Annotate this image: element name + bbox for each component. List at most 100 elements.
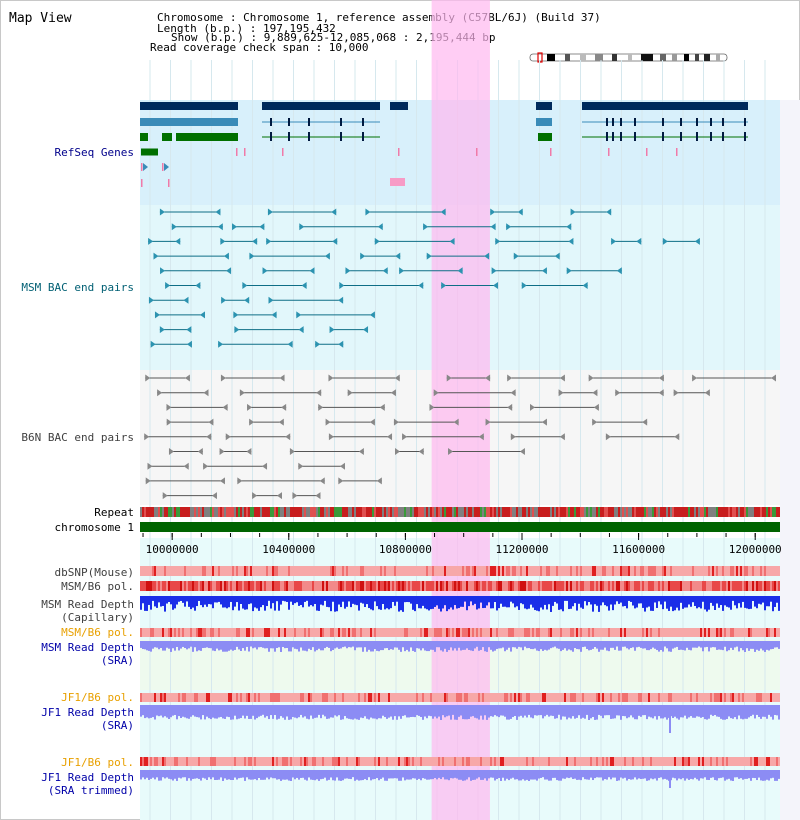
label-msm-b6-pol-sra[interactable]: MSM/B6 pol. <box>61 626 134 639</box>
pol-cell <box>370 757 372 766</box>
pol-cell <box>400 757 402 766</box>
depth-bar <box>694 596 696 606</box>
pol-cell <box>360 566 362 576</box>
label-msm-depth-sra[interactable]: MSM Read Depth <box>41 641 134 654</box>
depth-bar <box>248 705 250 719</box>
depth-bar <box>656 705 658 720</box>
pol-cell <box>550 757 552 766</box>
pol-cell <box>600 566 602 576</box>
polymorphism-heat-tracks[interactable] <box>140 566 780 766</box>
depth-bar <box>382 641 384 651</box>
depth-bar <box>262 596 264 606</box>
repeat-cell <box>486 507 488 517</box>
gene-exon <box>141 148 158 156</box>
label-dbsnp[interactable]: dbSNP(Mouse) <box>55 566 134 579</box>
label-b6n-bac[interactable]: B6N BAC end pairs <box>21 431 134 444</box>
pol-cell <box>286 628 288 637</box>
pol-cell <box>588 566 590 576</box>
label-refseq-genes[interactable]: RefSeq Genes <box>55 146 134 159</box>
depth-bar <box>454 770 456 778</box>
pol-cell <box>436 581 438 591</box>
label-jf1-b6-pol-trim[interactable]: JF1/B6 pol. <box>61 756 134 769</box>
depth-bar <box>260 596 262 608</box>
depth-bar <box>422 770 424 779</box>
read-depth-tracks[interactable] <box>140 596 780 788</box>
pol-cell <box>596 581 598 591</box>
b6n-bac-track[interactable] <box>144 374 776 500</box>
label-jf1-b6-pol[interactable]: JF1/B6 pol. <box>61 691 134 704</box>
depth-bar <box>220 596 222 605</box>
label-repeat[interactable]: Repeat <box>94 506 134 519</box>
pol-cell <box>584 581 586 591</box>
pol-cell <box>270 628 272 637</box>
label-jf1-depth-sra[interactable]: JF1 Read Depth <box>41 706 134 719</box>
depth-bar <box>536 770 538 781</box>
depth-bar <box>342 641 344 648</box>
depth-bar <box>676 641 678 647</box>
depth-bar <box>552 770 554 778</box>
pol-cell <box>158 566 160 576</box>
pol-cell <box>634 757 636 766</box>
refseq-gene-track[interactable] <box>140 102 748 187</box>
pol-cell <box>152 566 154 576</box>
pol-cell <box>526 757 528 766</box>
pol-cell <box>288 581 290 591</box>
depth-bar <box>478 705 480 720</box>
pol-cell <box>608 628 610 637</box>
depth-bar <box>588 705 590 720</box>
pol-cell <box>616 693 618 702</box>
pol-cell <box>254 757 256 766</box>
depth-bar <box>468 641 470 651</box>
depth-bar <box>682 596 684 609</box>
msm-bac-track[interactable] <box>148 208 700 348</box>
chromosome-ideogram[interactable] <box>529 52 728 63</box>
repeat-cell <box>626 507 628 517</box>
label-jf1-depth-trim[interactable]: JF1 Read Depth <box>41 771 134 784</box>
pol-cell <box>514 693 516 702</box>
bac-end-mark <box>184 374 190 382</box>
label-msm-b6-pol[interactable]: MSM/B6 pol. <box>61 580 134 593</box>
depth-bar <box>214 596 216 603</box>
pol-cell <box>140 566 142 576</box>
pol-cell <box>172 581 174 591</box>
depth-bar <box>764 770 766 781</box>
depth-bar <box>696 770 698 780</box>
pol-cell <box>380 693 382 702</box>
pol-cell <box>318 566 320 576</box>
depth-bar <box>526 641 528 649</box>
depth-bar <box>348 770 350 779</box>
pol-cell <box>146 757 148 766</box>
depth-bar <box>370 641 372 652</box>
label-msm-depth-capillary[interactable]: MSM Read Depth <box>41 598 134 611</box>
depth-bar <box>550 641 552 649</box>
pol-cell <box>674 757 676 766</box>
repeat-cell <box>732 507 734 517</box>
repeat-track[interactable] <box>140 507 780 517</box>
depth-bar <box>198 641 200 651</box>
pol-cell <box>652 628 654 637</box>
depth-bar <box>594 705 596 720</box>
pol-cell <box>260 693 262 702</box>
pol-cell <box>372 693 374 702</box>
chromosome-bar[interactable] <box>140 522 780 532</box>
depth-bar <box>280 641 282 652</box>
selected-region-highlight[interactable] <box>431 0 490 820</box>
depth-bar <box>252 596 254 612</box>
label-msm-bac[interactable]: MSM BAC end pairs <box>21 281 134 294</box>
pol-cell <box>512 566 514 576</box>
pol-cell <box>216 757 218 766</box>
pol-cell <box>360 581 362 591</box>
depth-bar <box>718 705 720 717</box>
pol-cell <box>214 566 216 576</box>
depth-bar <box>324 641 326 649</box>
depth-bar <box>578 770 580 780</box>
pol-cell <box>764 693 766 702</box>
depth-bar <box>388 596 390 610</box>
depth-bar <box>666 641 668 649</box>
depth-bar <box>734 770 736 778</box>
depth-bar <box>574 596 576 604</box>
pol-cell <box>648 693 650 702</box>
depth-bar <box>566 705 568 720</box>
repeat-cell <box>240 507 242 517</box>
